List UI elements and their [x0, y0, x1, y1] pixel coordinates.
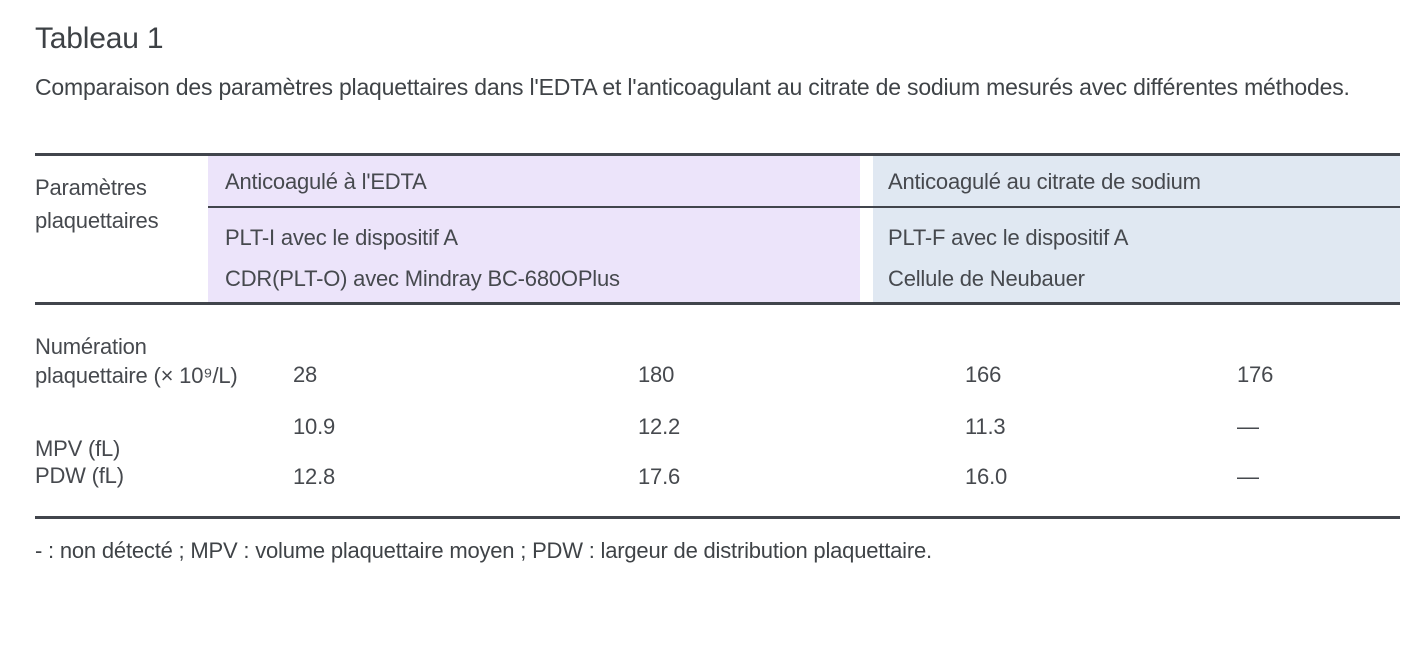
cell-pdw-plt-f: 16.0 — [965, 464, 1008, 489]
cell-pdw-neubauer: — — [1237, 464, 1259, 489]
cell-numeration-neubauer: 176 — [1237, 362, 1274, 387]
group-header-edta: Anticoagulé à l'EDTA — [225, 169, 427, 194]
cell-numeration-plt-i: 28 — [293, 362, 318, 387]
header-bottom-rule — [35, 302, 1400, 305]
table-bottom-rule — [35, 516, 1400, 519]
method-citrate-neubauer: Cellule de Neubauer — [888, 266, 1085, 291]
group-header-citrate: Anticoagulé au citrate de sodium — [888, 169, 1201, 194]
table-top-rule — [35, 153, 1400, 156]
cell-pdw-cdr: 17.6 — [638, 464, 681, 489]
cell-mpv-plt-f: 11.3 — [965, 414, 1006, 439]
cell-mpv-plt-i: 10.9 — [293, 414, 336, 439]
header-group-separator-rule — [208, 206, 1400, 208]
cell-mpv-cdr: 12.2 — [638, 414, 681, 439]
cell-pdw-plt-i: 12.8 — [293, 464, 336, 489]
corner-header-parametres: Paramètres plaquettaires — [35, 175, 159, 233]
row-label-numeration-line2: plaquettaire (× 10⁹/L) — [35, 363, 238, 388]
edta-header-background — [208, 156, 860, 302]
cell-numeration-cdr: 180 — [638, 362, 675, 387]
citrate-header-background — [873, 156, 1400, 302]
method-citrate-plt-f: PLT-F avec le dispositif A — [888, 225, 1129, 250]
row-label-pdw: PDW (fL) — [35, 463, 124, 488]
cell-mpv-neubauer: — — [1237, 414, 1259, 439]
row-label-numeration-line1: Numération — [35, 334, 147, 359]
cell-numeration-plt-f: 166 — [965, 362, 1002, 387]
table-footnote: - : non détecté ; MPV : volume plaquetta… — [35, 538, 932, 563]
method-edta-cdr-plt-o: CDR(PLT-O) avec Mindray BC-680OPlus — [225, 266, 620, 291]
method-edta-plt-i: PLT-I avec le dispositif A — [225, 225, 458, 250]
row-label-mpv: MPV (fL) — [35, 436, 121, 461]
table-caption: Comparaison des paramètres plaquettaires… — [35, 74, 1350, 100]
page-title: Tableau 1 — [35, 22, 164, 55]
